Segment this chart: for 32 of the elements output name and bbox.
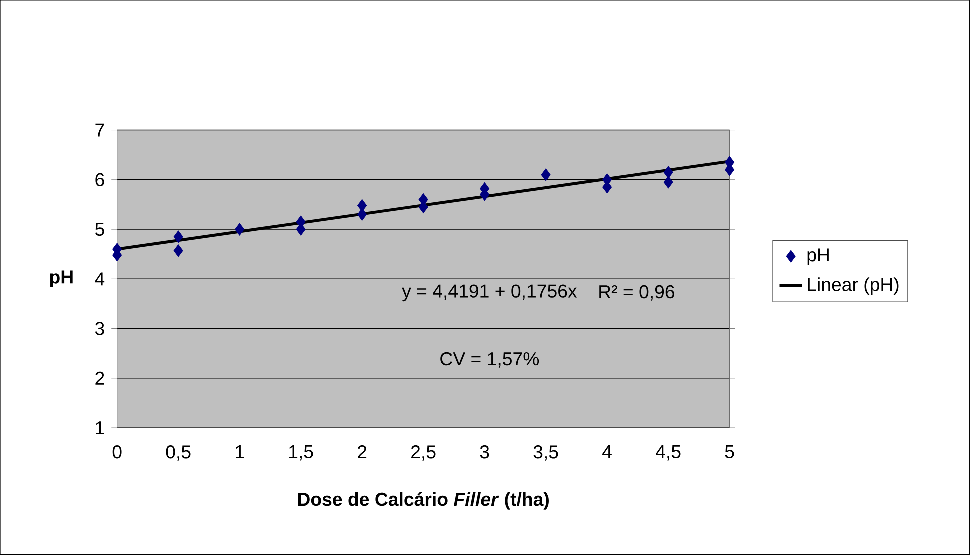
annotation: y = 4,4191 + 0,1756x [402, 284, 578, 302]
x-tick-label: 0,5 [166, 445, 191, 461]
annotation: R² = 0,96 [600, 285, 674, 301]
point [174, 244, 184, 257]
y-tick-label: 2 [96, 372, 104, 385]
point [541, 168, 551, 182]
annotation: CV = 1,57% [440, 352, 540, 368]
x-tick-label: 1 [236, 445, 244, 458]
x-tick-label: 3 [480, 445, 490, 459]
x-tick-label: 2,5 [412, 445, 436, 461]
y-tick-label: 1 [96, 421, 104, 434]
point [664, 176, 674, 188]
y-axis-title: pH [50, 270, 73, 288]
x-tick-label: 0 [112, 445, 122, 459]
legend-label: pH [808, 248, 829, 266]
x-tick-label: 1,5 [290, 445, 314, 461]
x-tick-label: 4,5 [656, 445, 681, 461]
point [174, 230, 184, 244]
x-tick-label: 5 [725, 445, 734, 458]
y-tick-label: 4 [95, 272, 105, 286]
x-tick-label: 4 [602, 445, 612, 458]
point [235, 223, 245, 236]
point [358, 199, 368, 212]
y-tick-label: 3 [95, 322, 104, 336]
point [664, 166, 674, 179]
y-tick-label: 6 [96, 173, 104, 186]
y-tick-label: 5 [96, 222, 104, 236]
x-tick-label: 3,5 [534, 445, 558, 461]
y-tick-label: 7 [96, 124, 104, 137]
x-tick-label: 2 [358, 445, 367, 458]
x-axis-title: Dose de Calcário Filler (t/ha) [298, 492, 549, 510]
legend-label: Linear (pH) [808, 278, 899, 295]
